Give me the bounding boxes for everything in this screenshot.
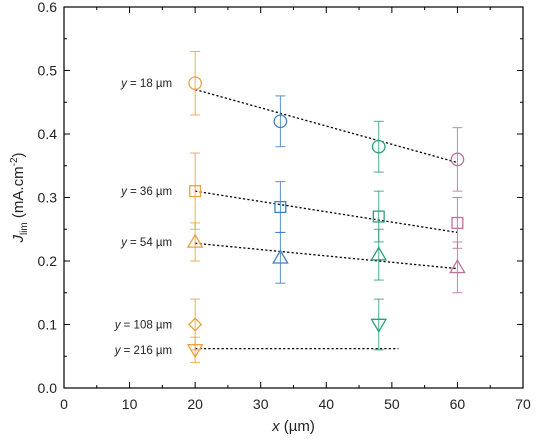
triangle-up-marker — [186, 233, 204, 248]
triangle-up-marker — [272, 249, 289, 264]
series-label: y = 18 µm — [120, 78, 172, 90]
y-tick-label: 0.6 — [38, 0, 58, 15]
y-tick-label: 0.5 — [38, 63, 58, 79]
triangle-down-marker — [186, 344, 204, 359]
triangle-down-marker — [370, 318, 388, 333]
diamond-marker — [188, 317, 203, 332]
series-label: y = 216 µm — [114, 345, 172, 357]
y-axis-title: Jlim (mA.cm-2) — [9, 152, 30, 243]
fit-lines-layer — [194, 88, 458, 350]
x-tick-label: 60 — [450, 396, 466, 412]
error-bars-layer — [190, 50, 463, 364]
fit-line — [195, 190, 458, 234]
triangle-up-marker — [449, 258, 466, 274]
square-marker — [189, 185, 202, 198]
points-layer — [186, 76, 466, 359]
x-tick-label: 20 — [187, 396, 203, 412]
y-tick-label: 0.3 — [38, 190, 58, 206]
series-labels-layer: y = 18 µm y = 36 µm y = 54 µm y = 108 µm y =… — [114, 78, 172, 357]
y-tick-label: 0.4 — [38, 126, 58, 142]
circle-marker — [450, 152, 465, 167]
x-tick-label: 30 — [253, 396, 269, 412]
series-label: y = 54 µm — [120, 237, 172, 249]
fit-line — [194, 88, 458, 164]
x-tick-label: 70 — [515, 396, 531, 412]
x-tick-label: 10 — [122, 396, 138, 412]
y-tick-label: 0.1 — [38, 317, 58, 333]
x-axis-title: x (µm) — [271, 418, 315, 435]
circle-marker — [188, 76, 202, 91]
y-tick-label: 0.2 — [38, 253, 58, 269]
square-marker — [274, 200, 287, 214]
series-label: y = 108 µm — [114, 320, 172, 332]
square-marker — [451, 216, 464, 229]
circle-marker — [371, 139, 386, 154]
series-label: y = 36 µm — [120, 186, 172, 198]
x-tick-label: 0 — [60, 396, 68, 412]
circle-marker — [273, 114, 288, 129]
y-tick-label: 0.0 — [38, 380, 58, 396]
x-tick-label: 40 — [318, 396, 334, 412]
square-marker — [372, 210, 385, 223]
fit-line — [195, 242, 458, 270]
triangle-up-marker — [370, 246, 388, 261]
x-tick-label: 50 — [384, 396, 400, 412]
axes-layer: 0 10 20 30 40 50 60 70 0.0 0.1 0.2 0.3 0.4 0.5 0.6 x (µ… — [9, 0, 531, 435]
